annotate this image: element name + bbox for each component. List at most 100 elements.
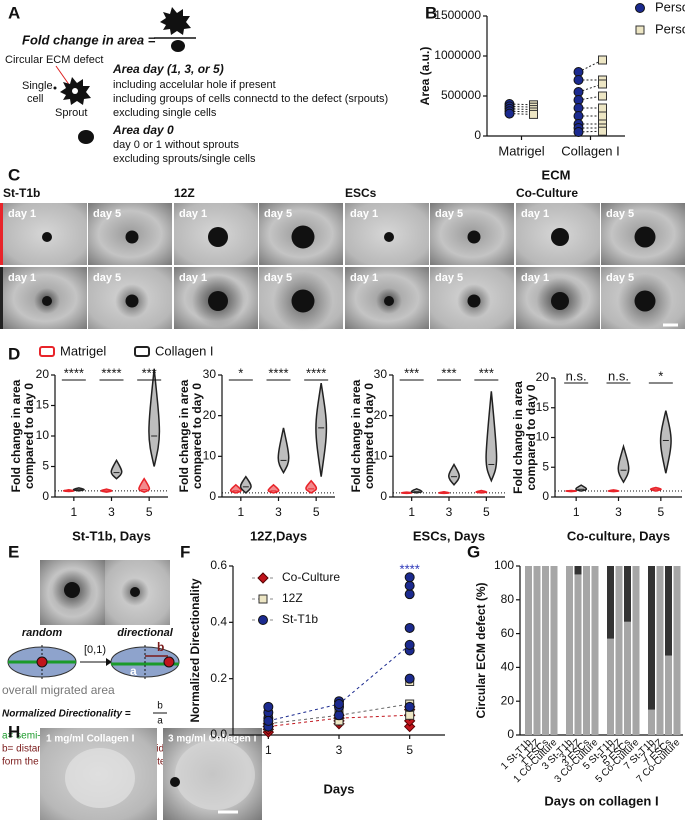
y-tick-label: 15 (36, 398, 50, 412)
y-tick-label: 15 (536, 400, 550, 414)
point (263, 715, 274, 726)
area-title: Area day 0 (112, 123, 174, 137)
core (36, 656, 48, 668)
significance: * (658, 368, 663, 383)
x-tick-label: Collagen I (561, 143, 620, 158)
y-tick-label: 0 (209, 489, 216, 503)
violin (575, 484, 588, 492)
day-label: day 5 (93, 272, 121, 284)
y-tick-label: 500000 (441, 88, 481, 102)
point (504, 108, 515, 119)
core-icon (171, 40, 185, 52)
x-tick-label: 1 (237, 505, 244, 519)
point (257, 572, 269, 584)
y-tick-label: 0 (507, 727, 514, 741)
area-title: Area day (1, 3, or 5) (112, 62, 224, 76)
significance: **** (306, 365, 326, 380)
legend-label: St-T1b (282, 612, 318, 626)
significance: **** (101, 365, 121, 380)
bar-segment (607, 638, 614, 735)
y-tick-label: 30 (203, 367, 217, 381)
image-label: 3 mg/ml Collagen I (168, 734, 257, 745)
spheroid (384, 296, 394, 306)
y-tick-label: 1000000 (434, 48, 481, 62)
bar-segment (673, 566, 681, 735)
panel-a: A Fold change in area = Circular ECM def… (5, 3, 388, 164)
point (404, 701, 415, 712)
significance: * (238, 365, 243, 380)
day-label: day 5 (435, 208, 463, 220)
spheroid (130, 587, 140, 597)
defect-label: Circular ECM defect (5, 54, 103, 66)
spheroid (170, 777, 180, 787)
panel-label: B (425, 3, 437, 22)
day-label: day 1 (350, 272, 378, 284)
point (573, 127, 584, 137)
panel-label: F (180, 542, 190, 561)
significance: **** (400, 561, 420, 576)
formula: Normalized Directionality = (2, 709, 131, 720)
y-tick-label: 20 (374, 408, 388, 422)
point (529, 109, 538, 119)
y-tick-label: 0 (542, 489, 549, 503)
single-cell-label: cell (27, 93, 44, 105)
x-axis-label: ESCs, Days (413, 528, 485, 543)
x-tick-label: 5 (146, 505, 153, 519)
y-axis-label: Circular ECM defect (%) (474, 582, 488, 718)
bar-segment (566, 566, 573, 735)
violin (315, 383, 328, 477)
panel-label: D (8, 344, 20, 363)
day-label: day 5 (606, 272, 634, 284)
x-tick-label: 1 (265, 743, 272, 757)
y-axis-label: Normalized Directionality (188, 578, 202, 722)
interval-label: [0,1) (84, 644, 106, 656)
single-cell-label: Single (22, 80, 53, 92)
violin (229, 483, 242, 494)
y-tick-label: 0 (380, 489, 387, 503)
spheroid (551, 292, 569, 310)
y-tick-label: 80 (501, 592, 515, 606)
ecm-defect (72, 88, 78, 94)
point (573, 75, 584, 85)
y-tick-label: 20 (536, 370, 550, 384)
violin (410, 488, 423, 494)
bar-segment (542, 566, 549, 735)
group-label: St-T1b (3, 186, 40, 200)
area-line: excluding single cells (113, 107, 217, 119)
point (258, 615, 268, 625)
y-tick-label: 0.0 (210, 727, 227, 741)
spheroid (42, 296, 52, 306)
point (404, 589, 415, 600)
violin (485, 391, 498, 483)
significance: *** (441, 365, 456, 380)
day-label: day 1 (179, 208, 207, 220)
violin (305, 479, 318, 494)
x-axis-label: Co-culture, Days (567, 528, 670, 543)
spheroid (634, 226, 656, 248)
numerator: b (157, 701, 163, 712)
legend-label: Person 2 (655, 21, 685, 36)
legend-label: 12Z (282, 591, 303, 605)
arrow-head (106, 658, 112, 666)
x-tick-label: 3 (336, 743, 343, 757)
panel-label: H (8, 722, 20, 741)
spheroid (208, 291, 228, 311)
denominator: a (157, 716, 163, 727)
day-label: day 5 (606, 208, 634, 220)
x-tick-label: 5 (313, 505, 320, 519)
significance: **** (64, 365, 84, 380)
x-tick-label: 3 (108, 505, 115, 519)
legend-swatch (134, 346, 150, 357)
spheroid (125, 230, 139, 244)
y-tick-label: 20 (36, 367, 50, 381)
y-tick-label: 1500000 (434, 8, 481, 22)
spheroid (634, 290, 656, 312)
point (404, 572, 415, 583)
x-axis-label: St-T1b, Days (72, 528, 151, 543)
y-tick-label: 10 (203, 449, 217, 463)
spheroid (208, 227, 228, 247)
point (404, 622, 415, 633)
y-axis-label: Area (a.u.) (418, 47, 432, 106)
y-tick-label: 10 (36, 428, 50, 442)
